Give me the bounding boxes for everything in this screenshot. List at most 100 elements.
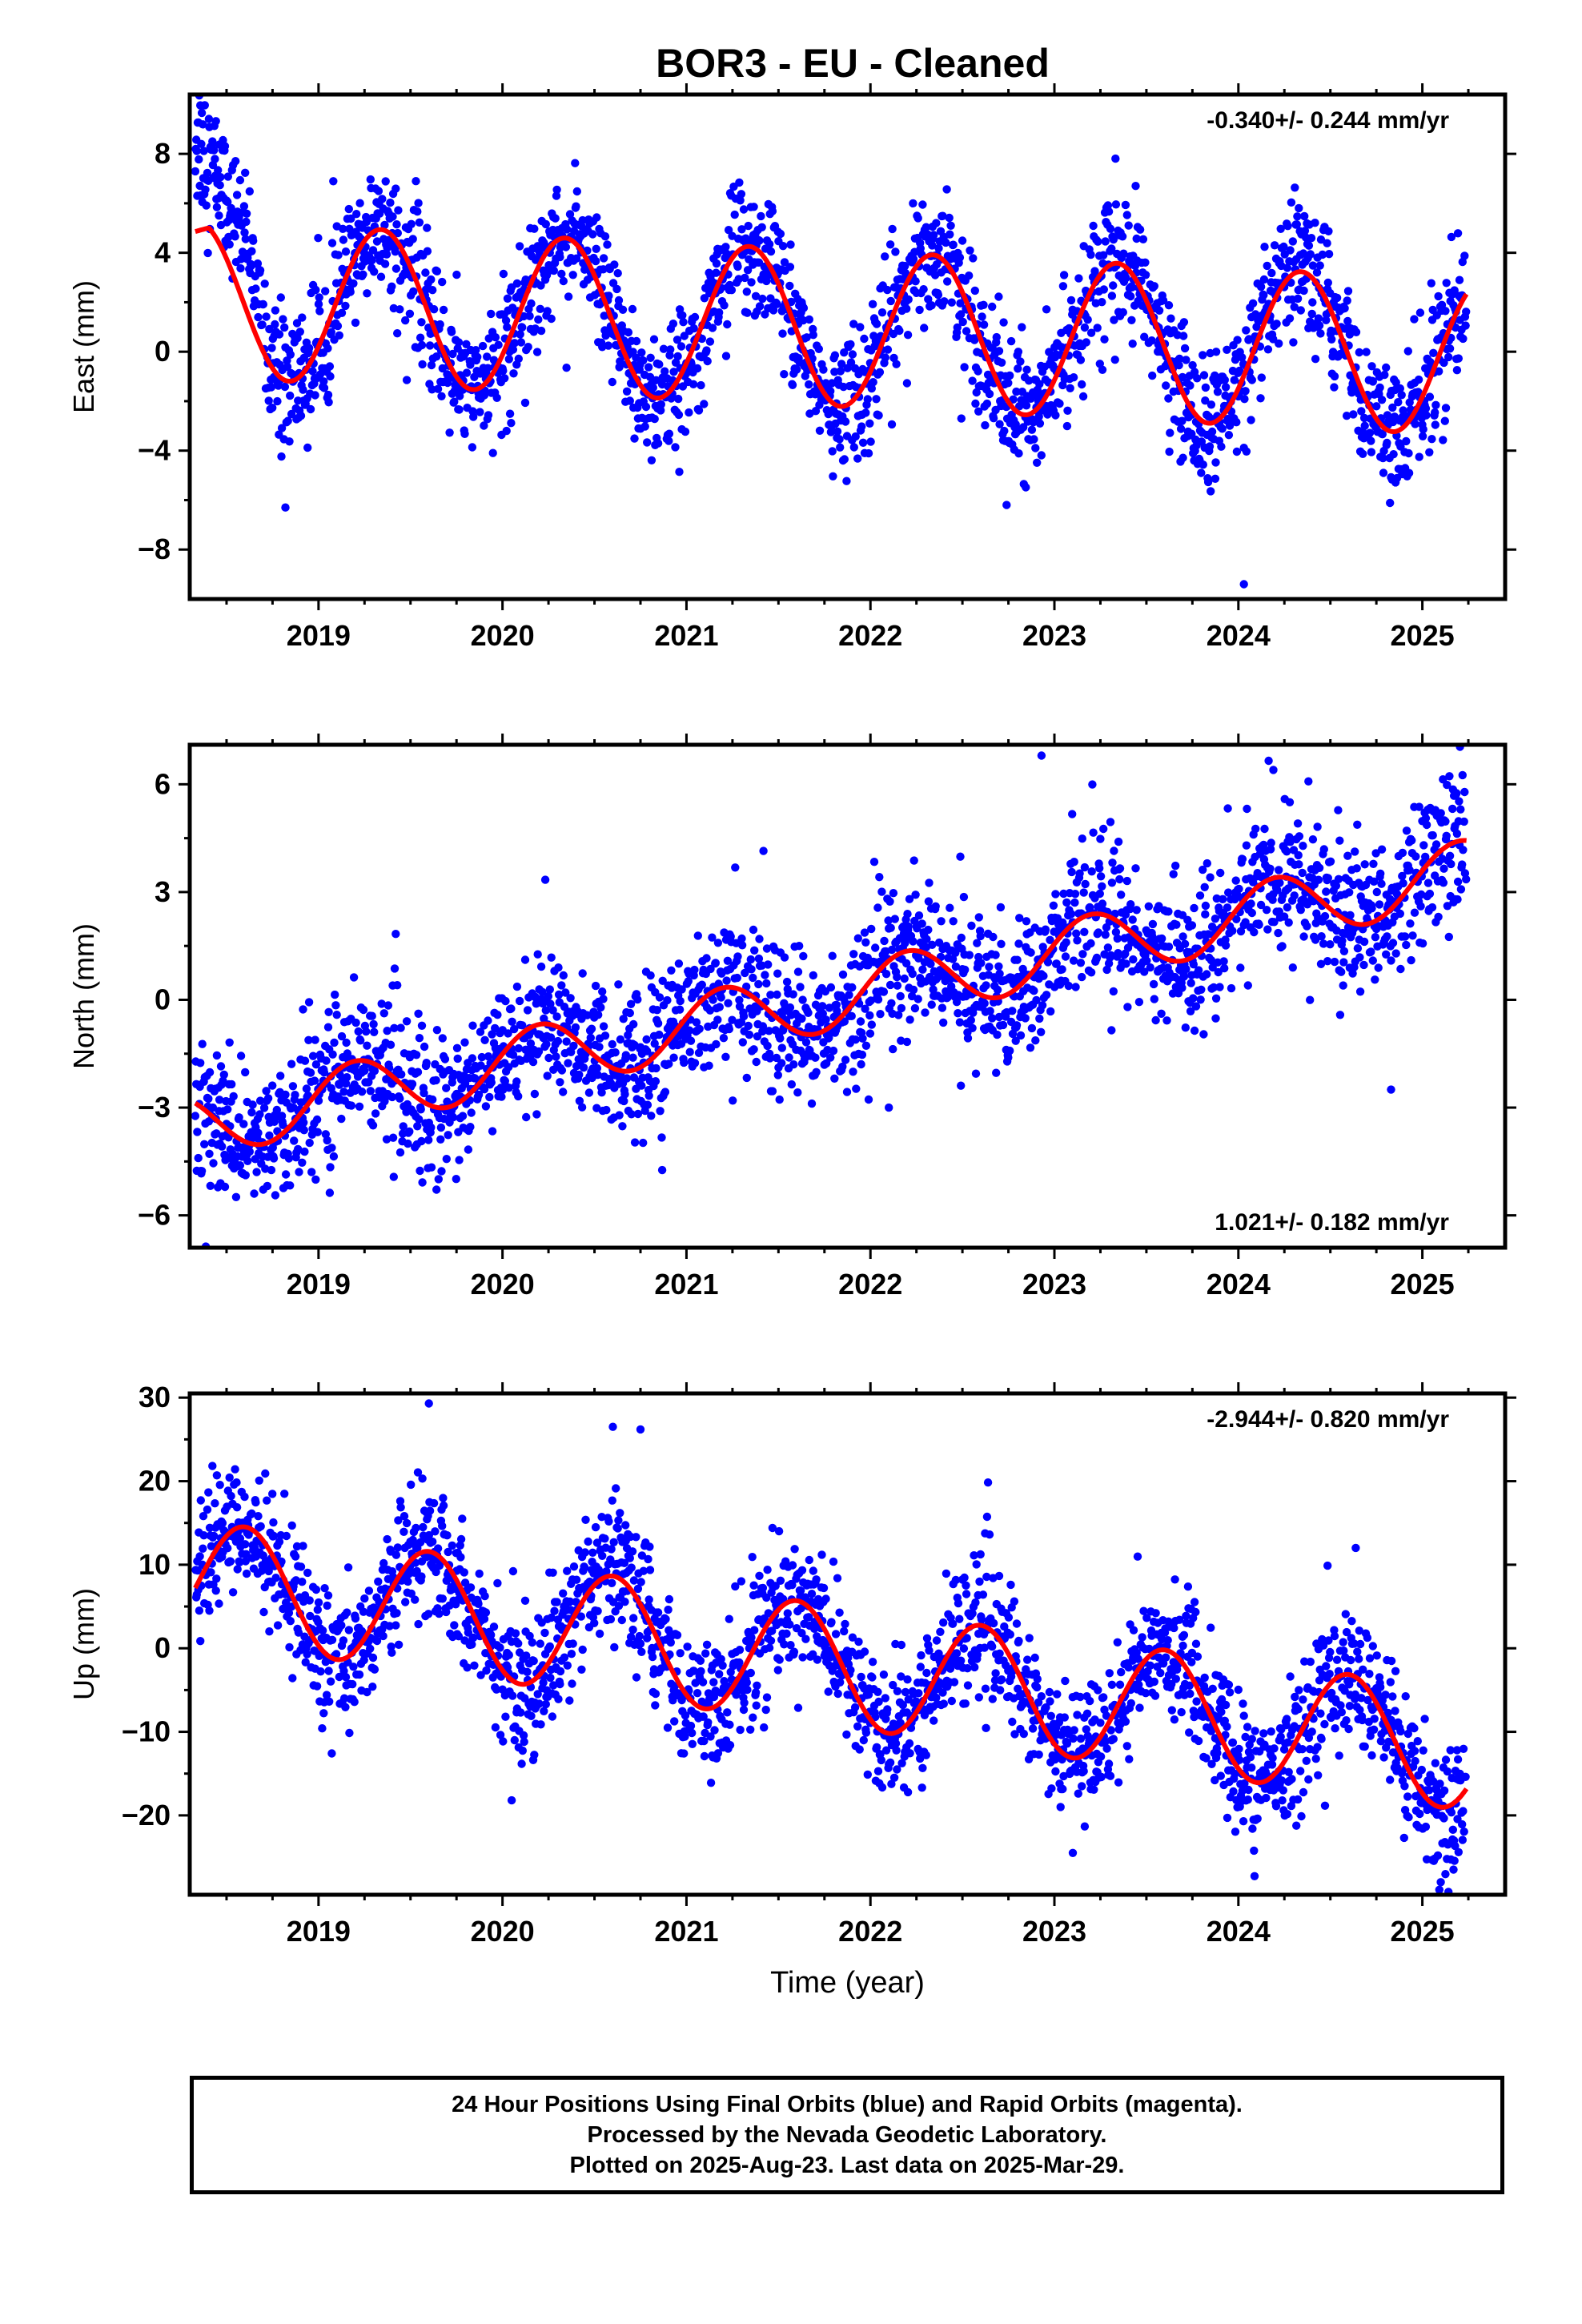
north-point (1458, 770, 1468, 780)
east-point (249, 236, 258, 245)
north-point (1144, 902, 1154, 911)
north-point (1223, 903, 1232, 912)
east-point (1098, 298, 1106, 307)
north-point (243, 1156, 252, 1166)
north-point (974, 913, 984, 922)
north-point (389, 1172, 398, 1181)
east-point (911, 277, 920, 286)
east-point (785, 263, 795, 271)
north-point (583, 1011, 592, 1019)
east-point (1460, 251, 1469, 260)
north-point (1236, 927, 1246, 936)
north-point (693, 931, 702, 940)
north-point (579, 1063, 588, 1072)
east-point (1256, 282, 1266, 292)
north-point (1345, 888, 1354, 897)
north-point (468, 1021, 477, 1030)
east-point (382, 250, 391, 259)
east-point (785, 281, 794, 291)
north-xtick-label: 2022 (838, 1268, 902, 1301)
up-point (286, 1617, 295, 1626)
east-point (1257, 373, 1267, 382)
north-point (355, 1102, 364, 1112)
east-point (409, 287, 418, 296)
north-point (746, 955, 755, 964)
east-point (780, 370, 789, 379)
north-point (547, 953, 556, 962)
east-point (287, 409, 296, 419)
north-point (1355, 953, 1364, 962)
east-point (323, 390, 333, 400)
up-point (284, 1608, 294, 1618)
east-point (552, 185, 561, 195)
east-point (333, 321, 343, 331)
east-point (324, 398, 333, 407)
north-point (1178, 932, 1187, 941)
north-point (677, 985, 686, 994)
north-point (657, 1133, 666, 1142)
east-point (881, 353, 890, 362)
east-point (468, 443, 477, 452)
north-point (1086, 968, 1096, 977)
north-point (538, 987, 547, 996)
north-point (608, 1039, 616, 1049)
up-point (275, 1538, 284, 1546)
east-point (1094, 237, 1102, 246)
north-point (595, 1043, 604, 1051)
east-point (563, 225, 572, 234)
east-point (655, 360, 664, 369)
east-point (769, 306, 778, 315)
east-point (1359, 413, 1369, 423)
east-point (494, 340, 503, 349)
north-point (1099, 824, 1108, 834)
north-point (797, 1014, 806, 1023)
north-point (900, 974, 909, 983)
north-point (829, 1046, 838, 1055)
north-point (735, 995, 744, 1005)
east-point (957, 310, 966, 319)
north-point (1221, 941, 1231, 950)
north-point (1270, 918, 1279, 927)
north-point (758, 1022, 768, 1031)
north-point (1216, 868, 1225, 878)
east-point (778, 329, 787, 338)
north-point (1371, 849, 1380, 858)
east-point (1022, 483, 1030, 492)
north-point (910, 1003, 920, 1013)
east-point (1106, 224, 1115, 233)
east-point (639, 356, 648, 365)
east-point (1435, 367, 1443, 376)
north-ytick-label: 6 (155, 767, 171, 800)
up-point (242, 1550, 251, 1558)
north-point (1255, 920, 1263, 930)
east-point (484, 334, 493, 343)
north-point (1129, 955, 1138, 964)
east-point (507, 419, 516, 428)
east-point (516, 330, 524, 339)
north-point (765, 1027, 773, 1035)
east-point (957, 414, 966, 423)
up-point (212, 1471, 222, 1480)
east-point (1312, 268, 1322, 277)
north-point (685, 1047, 694, 1056)
north-point (1200, 883, 1209, 892)
east-point (1276, 224, 1285, 233)
east-point (858, 438, 868, 447)
north-point (432, 1185, 441, 1194)
north-point (1107, 879, 1117, 887)
up-point (199, 1544, 207, 1553)
north-point (993, 1030, 1002, 1039)
east-point (1332, 293, 1342, 303)
east-point (512, 279, 522, 288)
up-point (280, 1490, 289, 1498)
east-point (368, 246, 378, 255)
north-point (1199, 1030, 1208, 1039)
north-point (1038, 1001, 1047, 1010)
east-point (815, 426, 825, 435)
north-point (697, 980, 706, 989)
north-point (1043, 958, 1053, 967)
up-point (196, 1637, 205, 1646)
north-point (1178, 983, 1186, 992)
north-point (1441, 817, 1450, 826)
